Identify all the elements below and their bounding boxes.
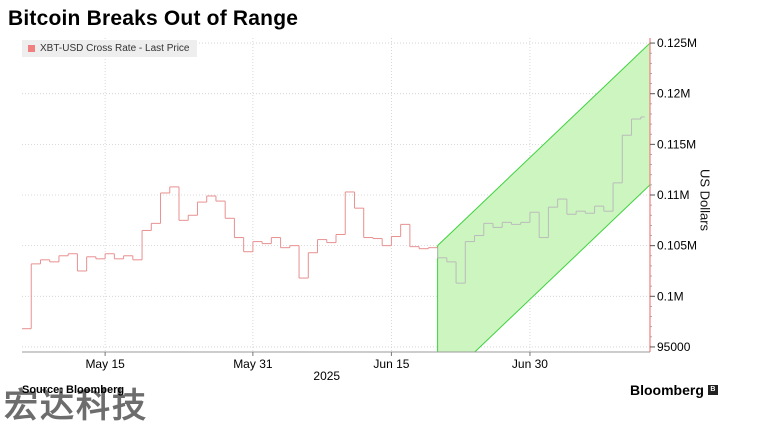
x-tick-label: Jun 30 bbox=[512, 357, 548, 371]
y-tick-label: 0.115M bbox=[657, 137, 696, 151]
x-tick-label: May 31 bbox=[233, 357, 273, 371]
source-note: Source: Bloomberg bbox=[22, 384, 125, 396]
brand-name: Bloomberg bbox=[630, 382, 704, 398]
y-tick-label: 0.1M bbox=[657, 289, 684, 303]
y-tick-label: 0.125M bbox=[657, 36, 697, 50]
bloomberg-terminal-icon: B bbox=[707, 385, 718, 395]
breakout-channel bbox=[437, 43, 650, 352]
chart: 95000 0.1M 0.105M 0.11M 0.115M 0.12M 0.125M May… bbox=[22, 36, 697, 383]
bloomberg-logo: Bloomberg B bbox=[630, 382, 718, 398]
legend-label: XBT-USD Cross Rate - Last Price bbox=[40, 43, 190, 54]
x-year-label: 2025 bbox=[313, 369, 340, 383]
y-tick-label: 0.12M bbox=[657, 87, 690, 101]
chart-title: Bitcoin Breaks Out of Range bbox=[8, 7, 299, 30]
y-tick-label: 0.105M bbox=[657, 239, 697, 253]
x-tick-label: Jun 15 bbox=[373, 357, 409, 371]
channel-upper-line bbox=[437, 42, 650, 247]
y-tick-label: 95000 bbox=[657, 340, 691, 354]
y-axis-label: US Dollars bbox=[697, 168, 713, 232]
legend-swatch bbox=[28, 45, 35, 52]
x-tick-label: May 15 bbox=[85, 357, 125, 371]
y-tick-label: 0.11M bbox=[657, 188, 689, 202]
channel-lower-line bbox=[474, 184, 650, 352]
legend: XBT-USD Cross Rate - Last Price bbox=[22, 40, 198, 57]
